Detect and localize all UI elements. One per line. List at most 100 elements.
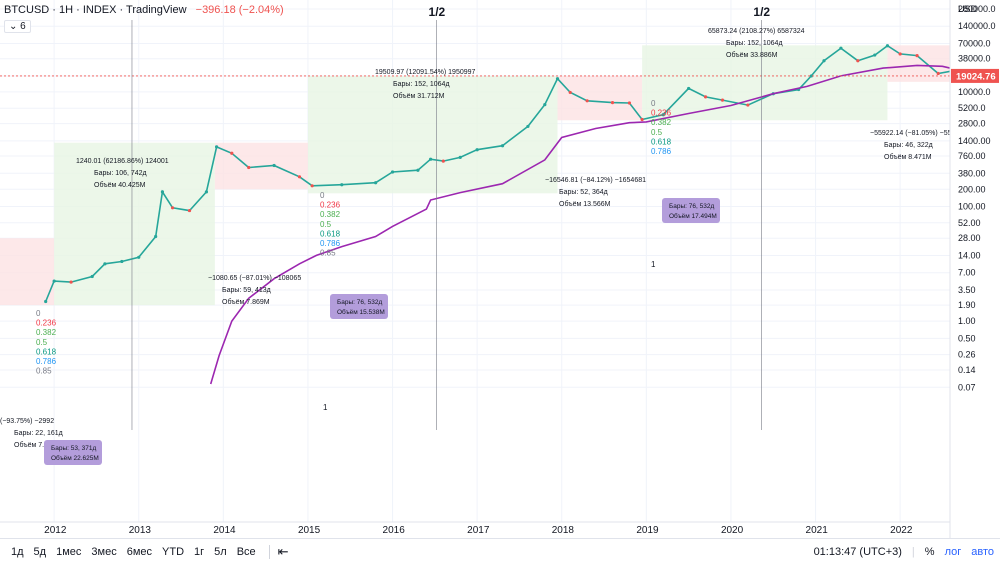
- price-tick-label: 380.00: [958, 168, 986, 178]
- range-option[interactable]: YTD: [162, 545, 185, 558]
- log-toggle[interactable]: лог: [944, 545, 962, 558]
- data-point: [809, 74, 813, 78]
- drawdown-label: (−93.75%) −2992: [0, 418, 54, 425]
- percent-toggle[interactable]: %: [924, 545, 935, 558]
- fib-level-label: 0.786: [36, 357, 57, 366]
- halving-box-volume: Объём 17.494M: [669, 212, 717, 220]
- halving-marker: 1/2: [429, 5, 446, 19]
- cycle-top-volume: Объём 40.425M: [94, 181, 146, 189]
- range-option[interactable]: 1г: [194, 545, 205, 558]
- drawdown-label: −55922.14 (−81.05%) −55922: [870, 130, 963, 137]
- auto-toggle[interactable]: авто: [971, 545, 994, 558]
- range-option[interactable]: 6мес: [126, 545, 153, 558]
- price-tick-label: 0.26: [958, 350, 976, 360]
- cycle-zone: [54, 142, 215, 306]
- cycle-zone: [642, 45, 888, 121]
- data-point: [214, 145, 219, 149]
- price-tick-label: 2800.0: [958, 119, 986, 129]
- current-price-badge: [951, 68, 999, 83]
- data-point: [936, 71, 940, 76]
- halving-marker: 1/2: [753, 5, 770, 19]
- price-tick-label: 200.00: [958, 184, 986, 194]
- toolbar-right: 01:13:47 (UTC+3) | % лог авто: [813, 545, 994, 558]
- data-point: [500, 144, 505, 148]
- price-tick-label: 38000.0: [958, 54, 991, 64]
- time-tick-label: 2016: [383, 525, 406, 536]
- time-axis[interactable]: 2012 2013 2014 2015 2016 2017 2018 2019 2020 2021…: [0, 521, 950, 536]
- drawdown-bars: Бары: 22, 161д: [14, 430, 63, 437]
- drawdown-bars: Бары: 52, 364д: [559, 189, 608, 196]
- range-option[interactable]: 1д: [11, 545, 24, 558]
- price-tick-label: 70000.0: [958, 38, 991, 48]
- data-point: [610, 101, 615, 105]
- time-tick-label: 2019: [636, 525, 659, 536]
- range-option[interactable]: 1мес: [56, 545, 82, 558]
- data-point: [746, 103, 750, 107]
- drawdown-bars: Бары: 59, 413д: [222, 287, 271, 294]
- price-tick-label: 1400.00: [958, 136, 991, 146]
- halving-box-volume: Объём 15.538M: [337, 308, 385, 316]
- fib-level-label: 0.85: [36, 367, 52, 376]
- data-point: [543, 103, 547, 107]
- data-point: [160, 190, 165, 194]
- data-point: [585, 99, 589, 103]
- fib-level-label: 0: [320, 191, 325, 200]
- fib-level-label: 0.618: [651, 137, 672, 146]
- cycle-top-label: 65873.24 (2108.27%) 6587324: [708, 28, 805, 35]
- data-point: [310, 184, 314, 188]
- halving-box-bars: Бары: 76, 532д: [337, 299, 382, 306]
- data-point: [170, 206, 175, 210]
- data-point: [441, 159, 445, 163]
- data-point: [661, 113, 665, 117]
- fib-level-label: 0: [36, 309, 41, 318]
- cycle-zone: [557, 75, 643, 121]
- price-tick-label: 0.07: [958, 382, 976, 392]
- fib-level-label: 0.5: [320, 220, 332, 229]
- time-tick-label: 2014: [213, 525, 236, 536]
- fib-level-label: 0.382: [320, 210, 341, 219]
- clock[interactable]: 01:13:47 (UTC+3): [813, 545, 902, 558]
- fib-level-label: 0: [651, 99, 656, 108]
- time-tick-label: 2022: [890, 525, 913, 536]
- data-point: [915, 54, 919, 58]
- indicators-toggle-button[interactable]: ⌄ 6: [4, 20, 31, 33]
- data-point: [627, 101, 632, 105]
- price-scale[interactable]: USD280000.0140000.070000.038000.019000.0…: [949, 0, 1000, 538]
- price-tick-label: 7.00: [958, 268, 976, 278]
- fib-level-label: 0.5: [651, 128, 663, 137]
- cycle-top-volume: Объём 31.712M: [393, 92, 445, 100]
- range-option[interactable]: Все: [236, 545, 256, 558]
- current-price-text: 19024.76: [956, 71, 996, 82]
- data-point: [374, 181, 378, 185]
- price-tick-label: 52.00: [958, 218, 981, 228]
- cycle-top-bars: Бары: 152, 1064д: [393, 81, 450, 88]
- fib-level-label: 0.5: [36, 338, 48, 347]
- time-tick-label: 2013: [129, 525, 152, 536]
- chart-canvas[interactable]: 1/2 1/2 1 1 1240.01 (62186.86%) 124001 Бары: …: [0, 0, 1000, 538]
- data-point: [568, 90, 572, 95]
- data-point: [90, 274, 94, 279]
- price-scale-bg: [950, 0, 1000, 538]
- halving-info-box: [662, 198, 720, 223]
- drawdown-label: −16546.81 (−84.12%) −1654681: [545, 177, 646, 184]
- goto-date-icon[interactable]: ⇤: [277, 543, 289, 559]
- cycle-top-bars: Бары: 106, 742д: [94, 170, 147, 177]
- halving-info-box: [330, 294, 388, 319]
- data-point: [103, 262, 107, 266]
- bottom-toolbar: 1д 5д 1мес 3мес 6мес YTD 1г 5л Все ⇤ 01:13:47 (U…: [0, 538, 1000, 564]
- fib-level-label: 0.618: [320, 229, 341, 238]
- range-option[interactable]: 5л: [214, 545, 227, 558]
- currency-label: USD: [958, 4, 978, 14]
- symbol-title: BTCUSD · 1H · INDEX · TradingView: [4, 4, 187, 16]
- data-point: [154, 234, 158, 239]
- time-tick-label: 2012: [44, 525, 67, 536]
- time-tick-label: 2017: [467, 525, 490, 536]
- series: [44, 44, 966, 385]
- range-option[interactable]: 5д: [33, 545, 47, 558]
- data-point: [526, 124, 530, 129]
- price-tick-label: 100.00: [958, 202, 986, 212]
- time-tick-label: 2021: [806, 525, 829, 536]
- range-option[interactable]: 3мес: [91, 545, 117, 558]
- price-change: −396.18 (−2.04%): [195, 4, 284, 16]
- fib-level-label: 0.786: [320, 239, 341, 248]
